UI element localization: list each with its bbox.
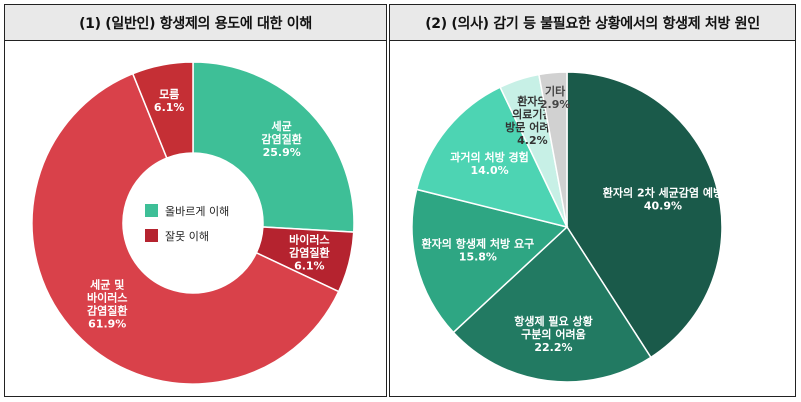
slice-value-label: 40.9% <box>644 199 682 212</box>
slice-value-label: 6.1% <box>154 101 185 114</box>
slice-category-label: 방문 어려움 <box>505 120 559 134</box>
slice-category-label: 과거의 처방 경험 <box>450 150 529 164</box>
slice-category-label: 감염질환 <box>87 304 127 318</box>
slice-value-label: 15.8% <box>459 250 497 263</box>
slice-category-label: 바이러스 <box>289 232 329 246</box>
slice-category-label: 세균 및 <box>90 278 124 292</box>
chart-panel-doctors: (2) (의사) 감기 등 불필요한 상황에서의 항생제 처방 원인 환자의 2… <box>389 4 796 397</box>
slice-label-4: 모름6.1% <box>154 88 185 114</box>
chart-panel-general-public: (1) (일반인) 항생제의 용도에 대한 이해 세균 감염질환 25.9% 바이러스… <box>4 4 387 397</box>
slice-value-label: 2.9% <box>540 98 571 111</box>
slice-value-label: 6.1% <box>294 259 325 272</box>
chart-title-right: (2) (의사) 감기 등 불필요한 상황에서의 항생제 처방 원인 <box>390 5 795 41</box>
slice-value-label: 22.2% <box>534 341 572 354</box>
slice-category-label: 기타 <box>545 84 566 98</box>
slice-category-label: 바이러스 <box>87 291 127 305</box>
slice-6 <box>538 71 568 228</box>
slice-value-label: 25.9% <box>263 146 301 159</box>
chart-title-left: (1) (일반인) 항생제의 용도에 대한 이해 <box>5 5 386 41</box>
legend-label-2: 잘못 이해 <box>165 229 209 243</box>
slice-2 <box>452 225 652 383</box>
slice-4 <box>131 61 194 160</box>
slice-1 <box>192 61 355 233</box>
legend-swatch-1 <box>145 204 158 217</box>
slice-category-label: 모름 <box>159 88 179 101</box>
slice-value-label: 14.0% <box>470 164 508 177</box>
slice-category-label: 의료기관 <box>512 107 552 121</box>
slice-category-label: 구분의 어려움 <box>521 327 586 341</box>
slice-value-label: 4.2% <box>517 134 548 147</box>
slice-3 <box>411 188 569 334</box>
slice-4 <box>415 86 569 229</box>
slice-category-label: 항생제 필요 상황 <box>514 314 593 328</box>
slice-label-6: 기타2.9% <box>540 84 571 111</box>
slice-category-label: 환자의 항생제 처방 요구 <box>422 236 535 250</box>
slice-3 <box>31 72 340 385</box>
legend-swatch-2 <box>145 229 158 242</box>
slice-category-label: 감염질환 <box>289 245 329 259</box>
slice-category-label: 환자의 <box>517 94 547 108</box>
slice-value-label: 61.9% <box>88 318 126 331</box>
legend-label-1: 올바르게 이해 <box>165 204 229 218</box>
slice-category-label: 세균 <box>272 119 292 133</box>
slice-category-label: 감염질환 <box>261 132 301 146</box>
slice-category-label: 환자의 2차 세균감염 예방 <box>603 185 723 199</box>
